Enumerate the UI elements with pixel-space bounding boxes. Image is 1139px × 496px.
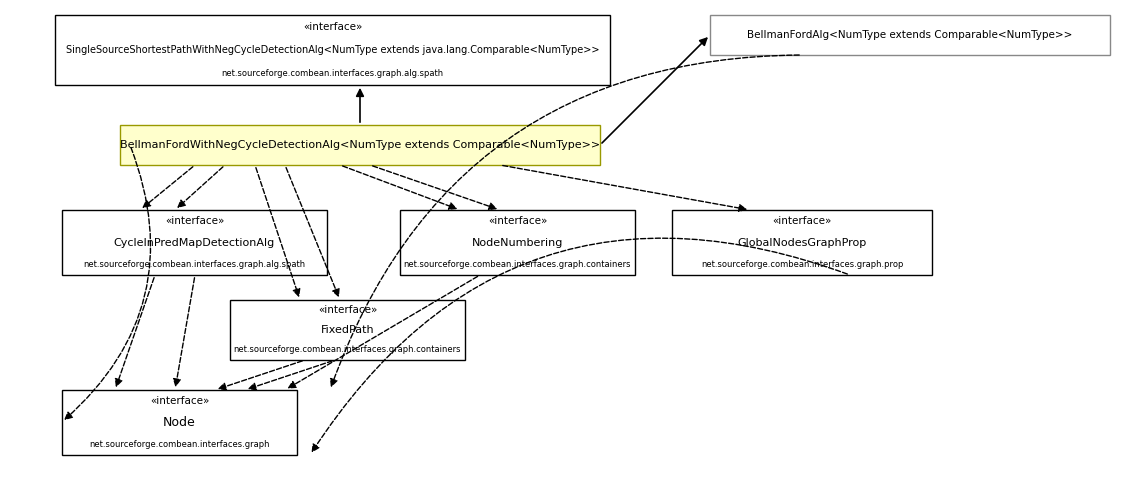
- Text: «interface»: «interface»: [303, 22, 362, 32]
- Text: net.sourceforge.combean.interfaces.graph.alg.spath: net.sourceforge.combean.interfaces.graph…: [83, 260, 305, 269]
- Text: net.sourceforge.combean.interfaces.graph.alg.spath: net.sourceforge.combean.interfaces.graph…: [221, 69, 443, 78]
- Text: net.sourceforge.combean.interfaces.graph.containers: net.sourceforge.combean.interfaces.graph…: [233, 346, 461, 355]
- Bar: [120, 125, 600, 165]
- Bar: [62, 390, 297, 455]
- Text: «interface»: «interface»: [150, 396, 210, 406]
- Text: SingleSourceShortestPathWithNegCycleDetectionAlg<NumType extends java.lang.Compa: SingleSourceShortestPathWithNegCycleDete…: [66, 45, 599, 55]
- Text: Node: Node: [163, 416, 196, 429]
- Text: BellmanFordAlg<NumType extends Comparable<NumType>>: BellmanFordAlg<NumType extends Comparabl…: [747, 30, 1073, 40]
- Text: «interface»: «interface»: [487, 216, 547, 226]
- Text: BellmanFordWithNegCycleDetectionAlg<NumType extends Comparable<NumType>>: BellmanFordWithNegCycleDetectionAlg<NumT…: [120, 140, 600, 150]
- Bar: [710, 15, 1111, 55]
- Bar: [55, 15, 611, 85]
- Text: net.sourceforge.combean.interfaces.graph: net.sourceforge.combean.interfaces.graph: [89, 439, 270, 449]
- Text: «interface»: «interface»: [165, 216, 224, 226]
- Text: net.sourceforge.combean.interfaces.graph.prop: net.sourceforge.combean.interfaces.graph…: [700, 260, 903, 269]
- Bar: [230, 300, 465, 360]
- Text: NodeNumbering: NodeNumbering: [472, 238, 563, 248]
- Text: «interface»: «interface»: [318, 305, 377, 315]
- Bar: [62, 210, 327, 275]
- Text: GlobalNodesGraphProp: GlobalNodesGraphProp: [737, 238, 867, 248]
- Bar: [672, 210, 932, 275]
- Bar: [400, 210, 636, 275]
- Text: net.sourceforge.combean.interfaces.graph.containers: net.sourceforge.combean.interfaces.graph…: [403, 260, 631, 269]
- Text: «interface»: «interface»: [772, 216, 831, 226]
- Text: FixedPath: FixedPath: [321, 325, 375, 335]
- Text: CycleInPredMapDetectionAlg: CycleInPredMapDetectionAlg: [114, 238, 276, 248]
